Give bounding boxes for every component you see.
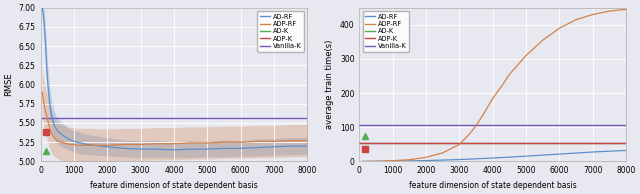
Y-axis label: average train time(s): average train time(s) [325,40,334,129]
Legend: AD-RF, ADP-RF, AD-K, ADP-K, Vanilla-K: AD-RF, ADP-RF, AD-K, ADP-K, Vanilla-K [363,11,410,52]
X-axis label: feature dimension of state dependent basis: feature dimension of state dependent bas… [90,181,258,190]
X-axis label: feature dimension of state dependent basis: feature dimension of state dependent bas… [409,181,577,190]
Legend: AD-RF, ADP-RF, AD-K, ADP-K, Vanilla-K: AD-RF, ADP-RF, AD-K, ADP-K, Vanilla-K [257,11,304,52]
Y-axis label: RMSE: RMSE [4,73,13,96]
